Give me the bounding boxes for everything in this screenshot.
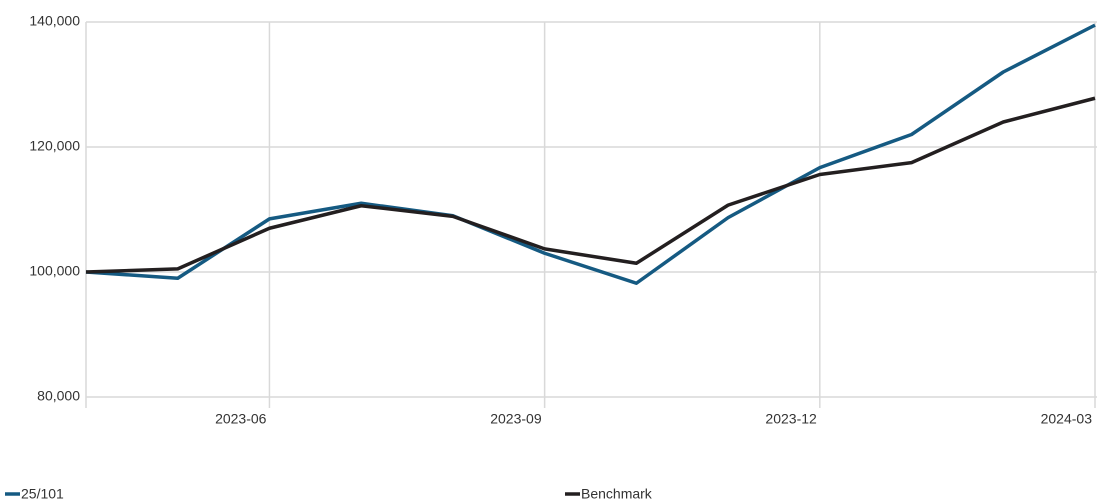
legend-label: 25/101: [21, 486, 64, 502]
y-tick-label: 80,000: [37, 388, 80, 404]
y-tick-label: 140,000: [29, 13, 80, 29]
x-tick-label: 2023-12: [765, 411, 817, 427]
y-tick-label: 100,000: [29, 263, 80, 279]
series-line: [85, 96, 1096, 274]
x-tick-label: 2023-06: [215, 411, 267, 427]
series-line: [85, 23, 1096, 285]
x-tick-label: 2024-03: [1041, 411, 1093, 427]
legend-label: Benchmark: [581, 486, 653, 502]
x-tick-label: 2023-09: [490, 411, 542, 427]
y-tick-label: 120,000: [29, 138, 80, 154]
